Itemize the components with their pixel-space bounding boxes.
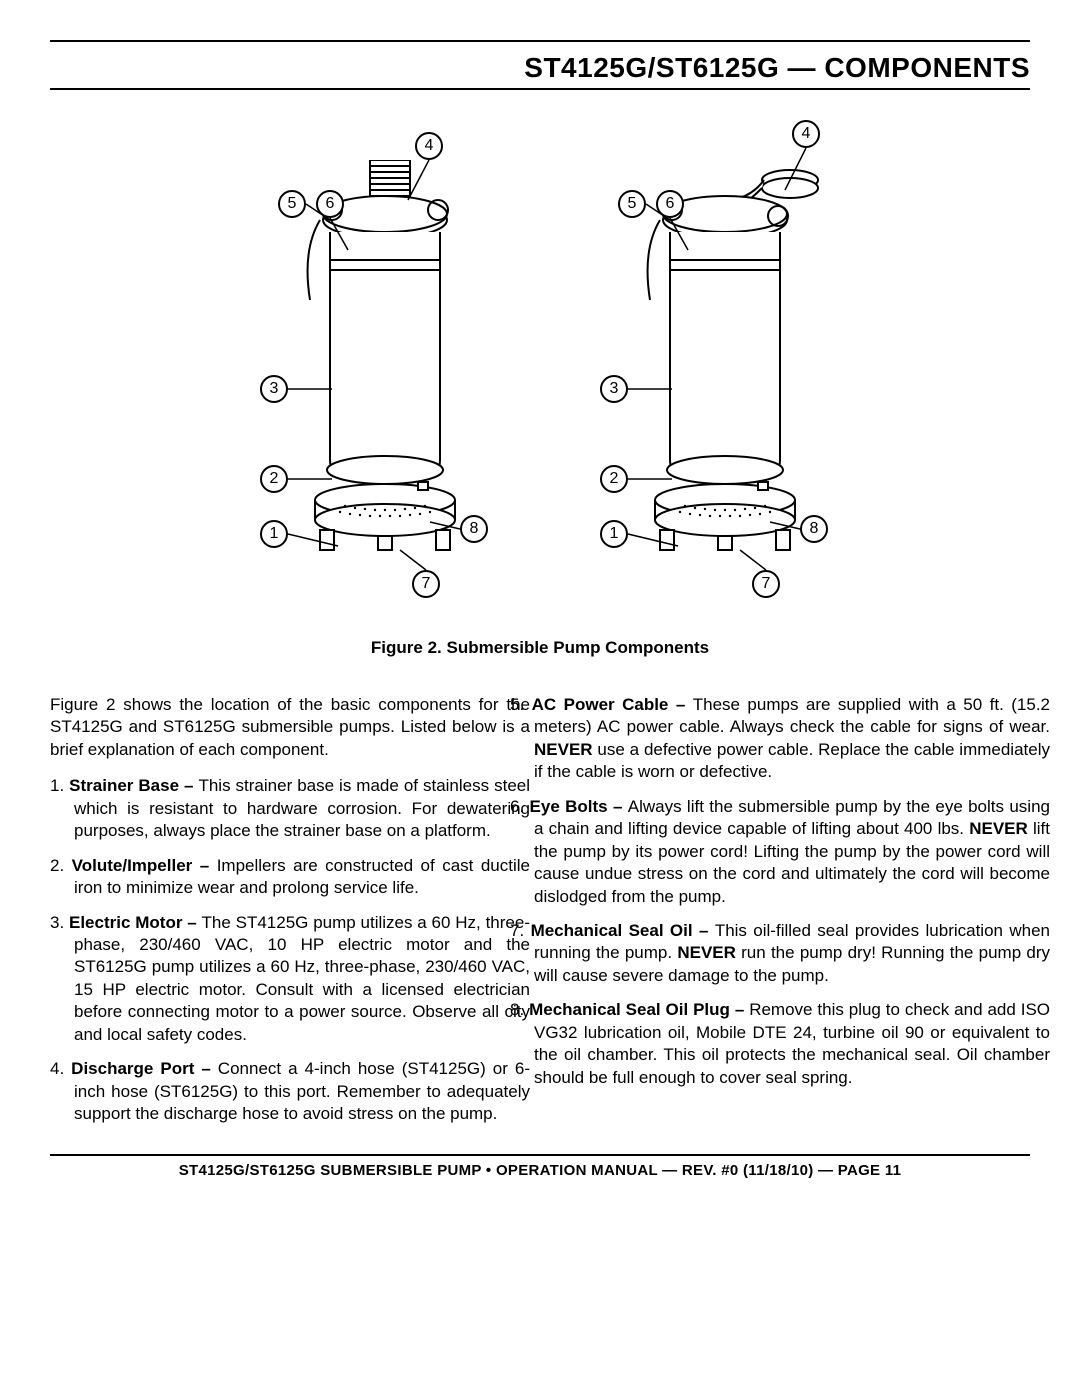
figure-caption: Figure 2. Submersible Pump Components [50,638,1030,658]
two-columns: Figure 2 shows the location of the basic… [50,694,1030,1134]
body-text: Figure 2 shows the location of the basic… [50,694,1030,1134]
callout-8: 8 [800,515,828,543]
callout-6: 6 [656,190,684,218]
footer-text: ST4125G/ST6125G SUBMERSIBLE PUMP • OPERA… [50,1162,1030,1179]
callout-5: 5 [278,190,306,218]
callout-8: 8 [460,515,488,543]
header-rule-bot [50,88,1030,90]
header-rule-top [50,40,1030,42]
callout-2: 2 [600,465,628,493]
intro-paragraph: Figure 2 shows the location of the basic… [50,694,530,761]
pump-illustration-left [300,160,470,600]
column-right: 5. AC Power Cable – These pumps are supp… [510,694,1050,1101]
component-item: 2. Volute/Impeller – Impellers are const… [50,855,530,900]
callout-5: 5 [618,190,646,218]
component-item: 4. Discharge Port – Connect a 4-inch hos… [50,1058,530,1125]
callout-7: 7 [412,570,440,598]
component-item: 6. Eye Bolts – Always lift the submersib… [510,796,1050,908]
component-item: 7. Mechanical Seal Oil – This oil-filled… [510,920,1050,987]
component-item: 1. Strainer Base – This strainer base is… [50,775,530,842]
callout-7: 7 [752,570,780,598]
component-item: 8. Mechanical Seal Oil Plug – Remove thi… [510,999,1050,1089]
component-item: 5. AC Power Cable – These pumps are supp… [510,694,1050,784]
component-item: 3. Electric Motor – The ST4125G pump uti… [50,912,530,1047]
callout-2: 2 [260,465,288,493]
callout-6: 6 [316,190,344,218]
callout-4: 4 [415,132,443,160]
callout-1: 1 [600,520,628,548]
footer-rule [50,1154,1030,1156]
callout-3: 3 [260,375,288,403]
callout-1: 1 [260,520,288,548]
callout-4: 4 [792,120,820,148]
callout-3: 3 [600,375,628,403]
pump-diagram-right: 4 56 3 2 1 87 [560,120,860,620]
column-left: Figure 2 shows the location of the basic… [50,694,530,1137]
page-title: ST4125G/ST6125G — COMPONENTS [50,46,1030,88]
figure-area: 45632187 [50,120,1030,620]
pump-diagram-left: 4 56 3 2 1 87 [220,120,520,620]
